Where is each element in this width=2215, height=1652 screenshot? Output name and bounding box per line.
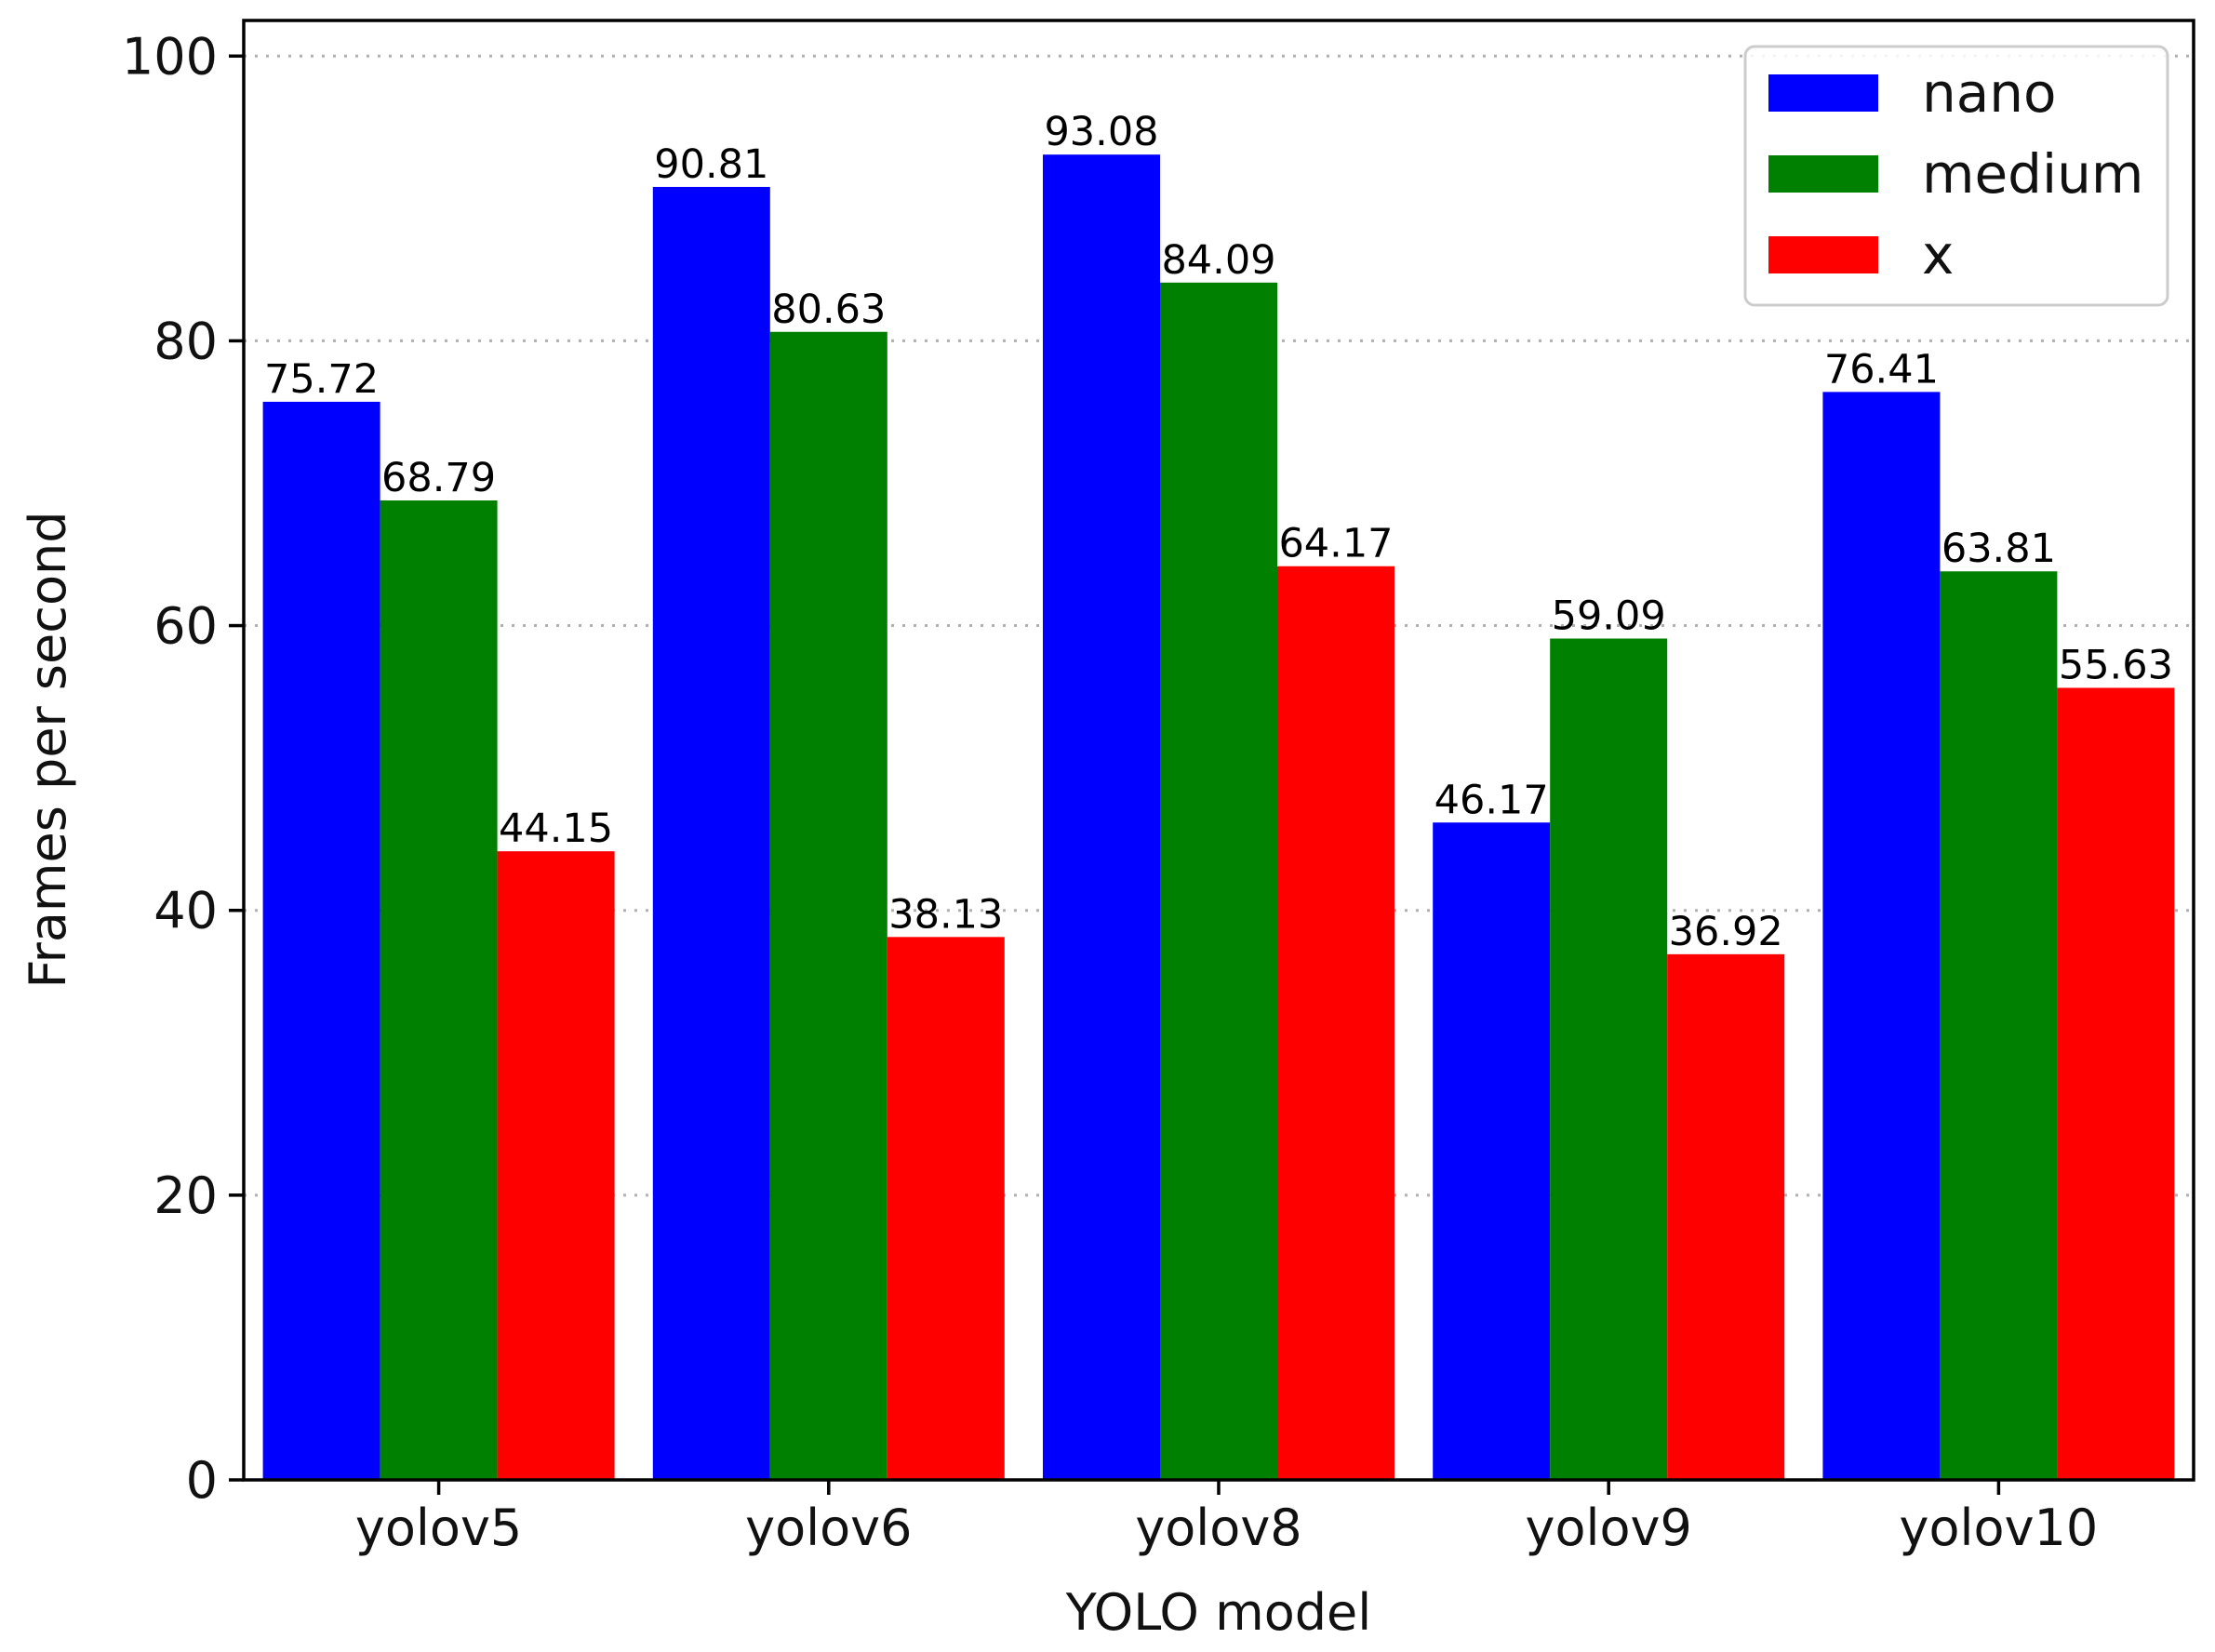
value-label-medium-yolov10: 63.81 <box>1941 526 2056 572</box>
bar-x-yolov10 <box>2057 687 2175 1480</box>
value-label-x-yolov10: 55.63 <box>2059 642 2173 688</box>
value-label-x-yolov8: 64.17 <box>1278 521 1393 567</box>
y-tick-label: 40 <box>153 882 218 940</box>
bar-x-yolov5 <box>497 851 615 1480</box>
legend-label-nano: nano <box>1922 61 2057 125</box>
value-label-medium-yolov5: 68.79 <box>381 455 496 501</box>
legend-label-x: x <box>1922 223 1954 286</box>
bar-x-yolov6 <box>887 937 1005 1480</box>
bar-medium-yolov6 <box>769 331 887 1481</box>
bar-x-yolov9 <box>1667 953 1785 1480</box>
legend-label-medium: medium <box>1922 142 2143 206</box>
x-tick-label: yolov6 <box>745 1499 912 1557</box>
x-axis-title: YOLO model <box>1065 1583 1372 1642</box>
y-tick-label: 80 <box>153 312 218 370</box>
bar-nano-yolov9 <box>1433 822 1551 1480</box>
value-labels: 75.72 90.81 93.08 46.17 76.41 68.79 80.63 84.09… <box>264 109 2173 955</box>
legend: nano medium x <box>1743 45 2169 307</box>
y-axis-title: Frames per second <box>19 512 77 989</box>
bar-medium-yolov10 <box>1940 571 2058 1480</box>
bar-medium-yolov5 <box>380 500 498 1480</box>
x-tick-label: yolov5 <box>355 1499 522 1557</box>
value-label-nano-yolov5: 75.72 <box>264 356 379 403</box>
bar-medium-yolov9 <box>1550 638 1668 1480</box>
value-label-medium-yolov6: 80.63 <box>771 286 886 333</box>
x-tick-label: yolov10 <box>1900 1499 2099 1557</box>
value-label-nano-yolov9: 46.17 <box>1434 777 1549 823</box>
value-label-x-yolov9: 36.92 <box>1669 909 1783 955</box>
legend-swatch-medium <box>1768 155 1878 193</box>
ticks: 0 20 40 60 80 100 yolov5 yolov6 yolov8 yolov9 yolo… <box>122 27 2098 1557</box>
x-tick-label: yolov9 <box>1526 1499 1692 1557</box>
bar-nano-yolov5 <box>262 401 380 1481</box>
legend-swatch-x <box>1768 236 1878 273</box>
value-label-nano-yolov8: 93.08 <box>1044 109 1158 155</box>
y-tick-label: 20 <box>153 1166 218 1225</box>
value-label-medium-yolov8: 84.09 <box>1161 237 1275 284</box>
bar-x-yolov8 <box>1277 566 1394 1480</box>
value-label-x-yolov6: 38.13 <box>888 891 1003 938</box>
bar-nano-yolov10 <box>1822 392 1941 1480</box>
y-tick-label: 100 <box>122 27 218 86</box>
bar-nano-yolov6 <box>652 186 770 1481</box>
value-label-nano-yolov6: 90.81 <box>654 141 768 188</box>
value-label-medium-yolov9: 59.09 <box>1552 593 1666 639</box>
y-tick-label: 0 <box>186 1451 218 1510</box>
bar-medium-yolov8 <box>1160 282 1277 1480</box>
value-label-nano-yolov10: 76.41 <box>1824 346 1939 393</box>
value-label-x-yolov5: 44.15 <box>499 806 613 852</box>
legend-swatch-nano <box>1768 74 1878 112</box>
y-tick-label: 60 <box>153 597 218 656</box>
bar-nano-yolov8 <box>1043 154 1160 1480</box>
x-tick-label: yolov8 <box>1135 1499 1301 1557</box>
bars <box>262 154 2175 1481</box>
